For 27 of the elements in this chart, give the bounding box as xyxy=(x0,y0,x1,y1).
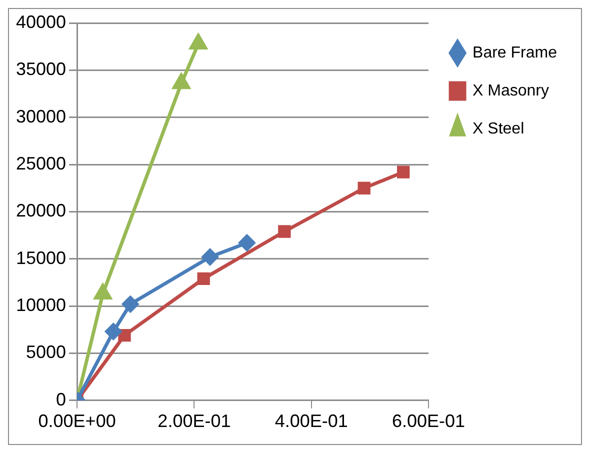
y-tick-label: 40000 xyxy=(16,12,66,32)
point xyxy=(118,328,131,342)
y-tick-label: 10000 xyxy=(16,295,66,316)
point xyxy=(396,166,410,178)
y-tick-label: 25000 xyxy=(16,153,66,174)
point xyxy=(197,272,210,286)
y-tick-label: 35000 xyxy=(16,59,66,80)
point xyxy=(172,74,190,90)
x-tick-label: 2.00E-01 xyxy=(158,411,231,432)
y-tick-label: 0 xyxy=(56,389,66,410)
y-tick-label: 15000 xyxy=(16,248,66,268)
point xyxy=(105,323,122,340)
x-tick-label: 4.00E-01 xyxy=(274,411,348,432)
point xyxy=(278,225,291,238)
legend-label: X Steel xyxy=(472,120,524,138)
point xyxy=(202,248,218,266)
legend-label: X Masonry xyxy=(472,82,549,100)
y-tick-label: 30000 xyxy=(16,106,66,126)
x-tick-label: 0.00E+00 xyxy=(38,411,116,432)
x-tick-label: 6.00E-01 xyxy=(392,411,466,432)
point xyxy=(358,182,370,194)
point xyxy=(238,234,256,252)
point xyxy=(122,296,139,312)
point xyxy=(190,34,207,50)
y-tick-label: 5000 xyxy=(26,342,66,362)
legend-label: Bare Frame xyxy=(472,44,558,62)
y-tick-label: 20000 xyxy=(16,200,66,221)
